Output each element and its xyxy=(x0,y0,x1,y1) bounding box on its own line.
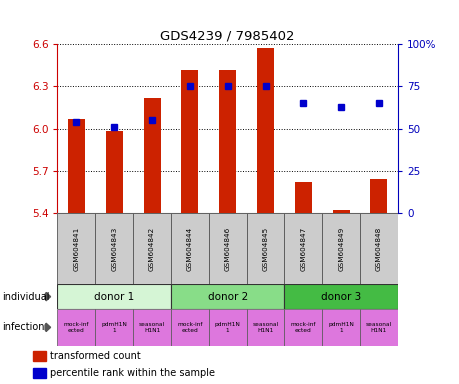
Bar xyxy=(359,309,397,346)
Bar xyxy=(246,213,284,284)
Bar xyxy=(171,309,208,346)
Bar xyxy=(171,213,208,284)
Text: GSM604841: GSM604841 xyxy=(73,227,79,271)
Text: mock-inf
ected: mock-inf ected xyxy=(290,322,315,333)
Text: infection: infection xyxy=(2,322,45,333)
Text: donor 3: donor 3 xyxy=(320,291,360,302)
Text: mock-inf
ected: mock-inf ected xyxy=(63,322,89,333)
Text: pdmH1N
1: pdmH1N 1 xyxy=(214,322,240,333)
Text: GSM604849: GSM604849 xyxy=(337,227,343,271)
Text: donor 1: donor 1 xyxy=(94,291,134,302)
Text: GSM604845: GSM604845 xyxy=(262,227,268,271)
Title: GDS4239 / 7985402: GDS4239 / 7985402 xyxy=(160,30,294,43)
Bar xyxy=(33,368,46,379)
Text: GSM604846: GSM604846 xyxy=(224,227,230,271)
Text: donor 2: donor 2 xyxy=(207,291,247,302)
Bar xyxy=(181,70,198,213)
Bar xyxy=(284,213,322,284)
Bar xyxy=(171,284,284,309)
Text: GSM604842: GSM604842 xyxy=(149,227,155,271)
Bar xyxy=(133,213,171,284)
Bar xyxy=(208,213,246,284)
Bar xyxy=(143,98,160,213)
Bar xyxy=(33,351,46,361)
Bar xyxy=(322,213,359,284)
Bar xyxy=(133,309,171,346)
Text: seasonal
H1N1: seasonal H1N1 xyxy=(365,322,391,333)
Text: transformed count: transformed count xyxy=(50,351,140,361)
Text: GSM604843: GSM604843 xyxy=(111,227,117,271)
Text: GSM604844: GSM604844 xyxy=(186,227,192,271)
Bar xyxy=(95,309,133,346)
Text: individual: individual xyxy=(2,291,50,302)
Bar xyxy=(294,182,311,213)
Bar xyxy=(246,309,284,346)
Text: GSM604848: GSM604848 xyxy=(375,227,381,271)
Bar xyxy=(359,213,397,284)
Bar xyxy=(284,309,322,346)
Bar xyxy=(322,309,359,346)
Bar xyxy=(218,70,236,213)
Text: GSM604847: GSM604847 xyxy=(300,227,306,271)
Bar xyxy=(208,309,246,346)
Text: pdmH1N
1: pdmH1N 1 xyxy=(328,322,353,333)
Bar xyxy=(332,210,349,213)
Text: seasonal
H1N1: seasonal H1N1 xyxy=(139,322,165,333)
Bar xyxy=(369,179,386,213)
Bar xyxy=(68,119,85,213)
Text: seasonal
H1N1: seasonal H1N1 xyxy=(252,322,278,333)
Bar xyxy=(57,213,95,284)
Bar xyxy=(257,48,274,213)
Text: mock-inf
ected: mock-inf ected xyxy=(177,322,202,333)
Bar xyxy=(57,309,95,346)
Bar xyxy=(106,131,123,213)
Bar xyxy=(57,284,171,309)
Text: percentile rank within the sample: percentile rank within the sample xyxy=(50,368,214,378)
Bar xyxy=(95,213,133,284)
Bar xyxy=(284,284,397,309)
Text: pdmH1N
1: pdmH1N 1 xyxy=(101,322,127,333)
